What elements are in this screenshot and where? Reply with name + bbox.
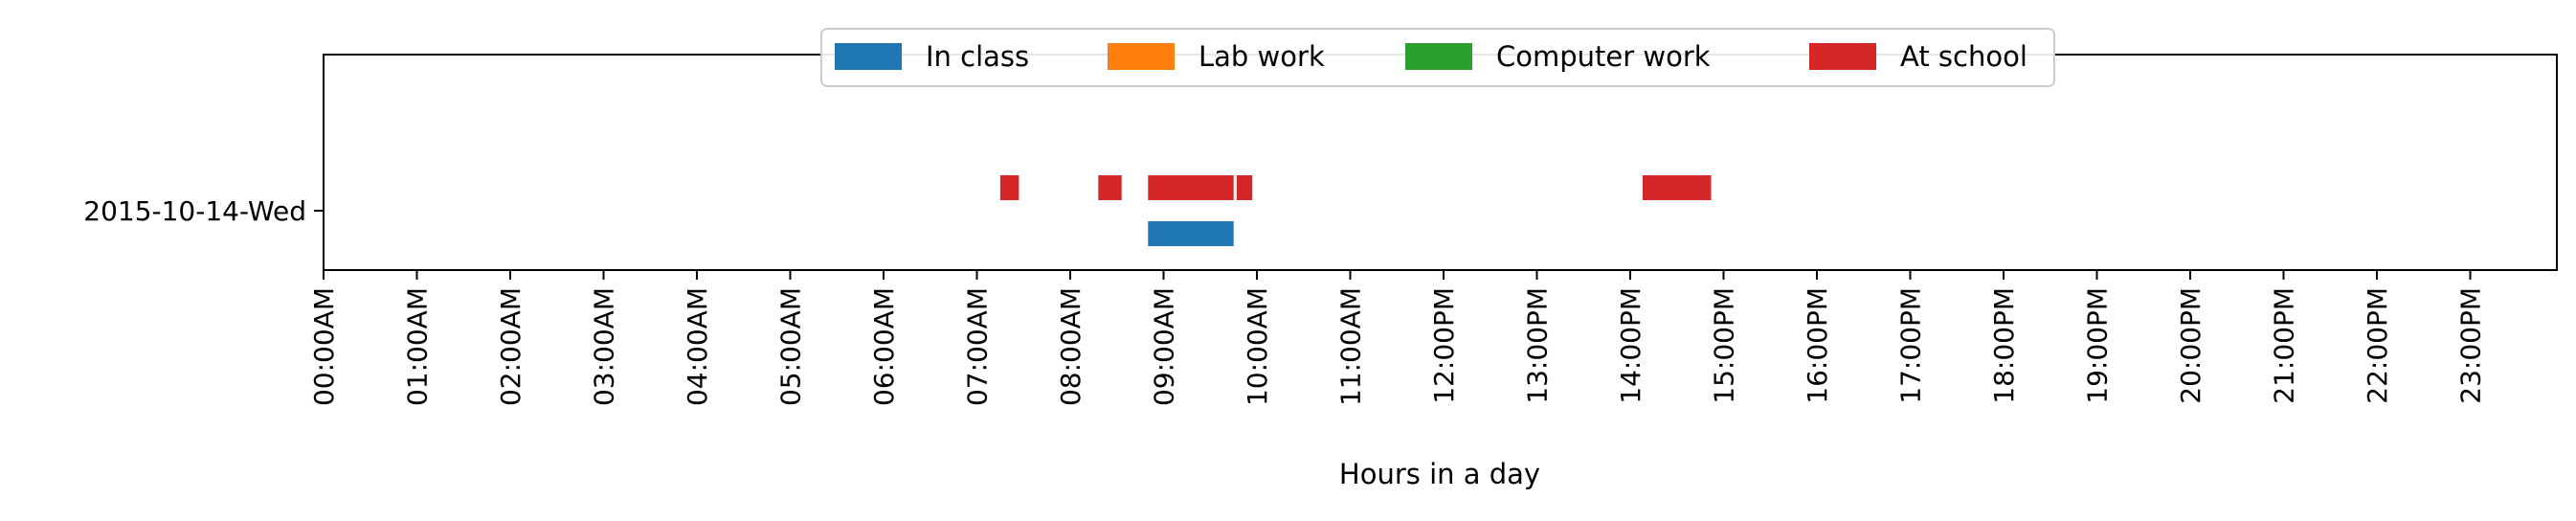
x-tick-label: 06:00AM [868,287,900,406]
legend-label: In class [926,40,1029,73]
bar-at-school-2 [1148,175,1234,200]
x-tick-label: 17:00PM [1895,287,1927,404]
x-tick-label: 14:00PM [1615,287,1646,404]
legend-label: Lab work [1198,40,1325,73]
legend-swatch [1809,43,1876,70]
legend-label: Computer work [1496,40,1711,73]
legend-item: At school [1809,40,2027,73]
y-axis: 2015-10-14-Wed [83,195,324,227]
x-tick-label: 03:00AM [589,287,620,406]
legend-swatch [835,43,902,70]
x-tick-label: 10:00AM [1242,287,1273,406]
bar-at-school-3 [1236,175,1253,200]
x-tick-label: 12:00PM [1428,287,1460,404]
legend-item: Lab work [1108,40,1325,73]
legend-swatch [1108,43,1175,70]
x-tick-label: 00:00AM [308,287,340,406]
x-tick-label: 13:00PM [1522,287,1554,404]
bars-layer [999,175,1712,246]
x-tick-label: 08:00AM [1055,287,1086,406]
x-tick-label: 01:00AM [402,287,434,406]
x-tick-label: 20:00PM [2175,287,2206,404]
x-tick-label: 07:00AM [962,287,994,406]
legend-item: In class [835,40,1029,73]
legend: In class Lab work Computer work At school [820,28,2055,87]
x-tick-label: 19:00PM [2082,287,2114,404]
legend-item: Computer work [1405,40,1711,73]
x-tick-label: 23:00PM [2455,287,2487,404]
legend-swatch [1405,43,1472,70]
x-tick-label: 18:00PM [1988,287,2020,404]
x-tick-label: 11:00AM [1335,287,1367,406]
x-tick-label: 04:00AM [682,287,713,406]
bar-at-school-0 [999,175,1019,200]
x-tick-label: 22:00PM [2362,287,2393,404]
bar-at-school-1 [1098,175,1122,200]
bar-at-school-4 [1643,175,1712,200]
x-tick-label: 05:00AM [775,287,807,406]
x-tick-label: 09:00AM [1149,287,1180,406]
x-axis-label: Hours in a day [1339,458,1540,490]
bar-in-class-0 [1148,221,1234,246]
x-tick-label: 02:00AM [495,287,526,406]
x-axis: 00:00AM 01:00AM 02:00AM 03:00AM 04:00AM 05:00… [308,270,2487,406]
x-tick-label: 15:00PM [1709,287,1740,404]
x-tick-label: 21:00PM [2269,287,2300,404]
y-tick-label: 2015-10-14-Wed [83,195,306,227]
x-tick-label: 16:00PM [1802,287,1833,404]
legend-label: At school [1900,40,2027,73]
